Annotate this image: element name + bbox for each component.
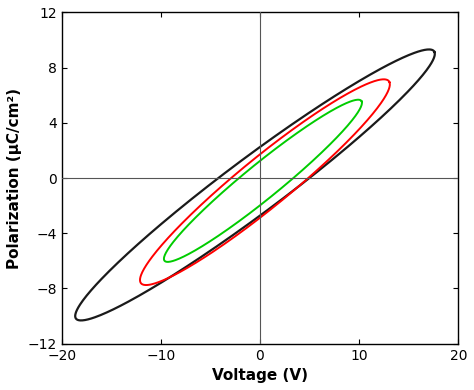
Y-axis label: Polarization (μC/cm²): Polarization (μC/cm²) bbox=[7, 87, 22, 269]
X-axis label: Voltage (V): Voltage (V) bbox=[212, 368, 308, 383]
